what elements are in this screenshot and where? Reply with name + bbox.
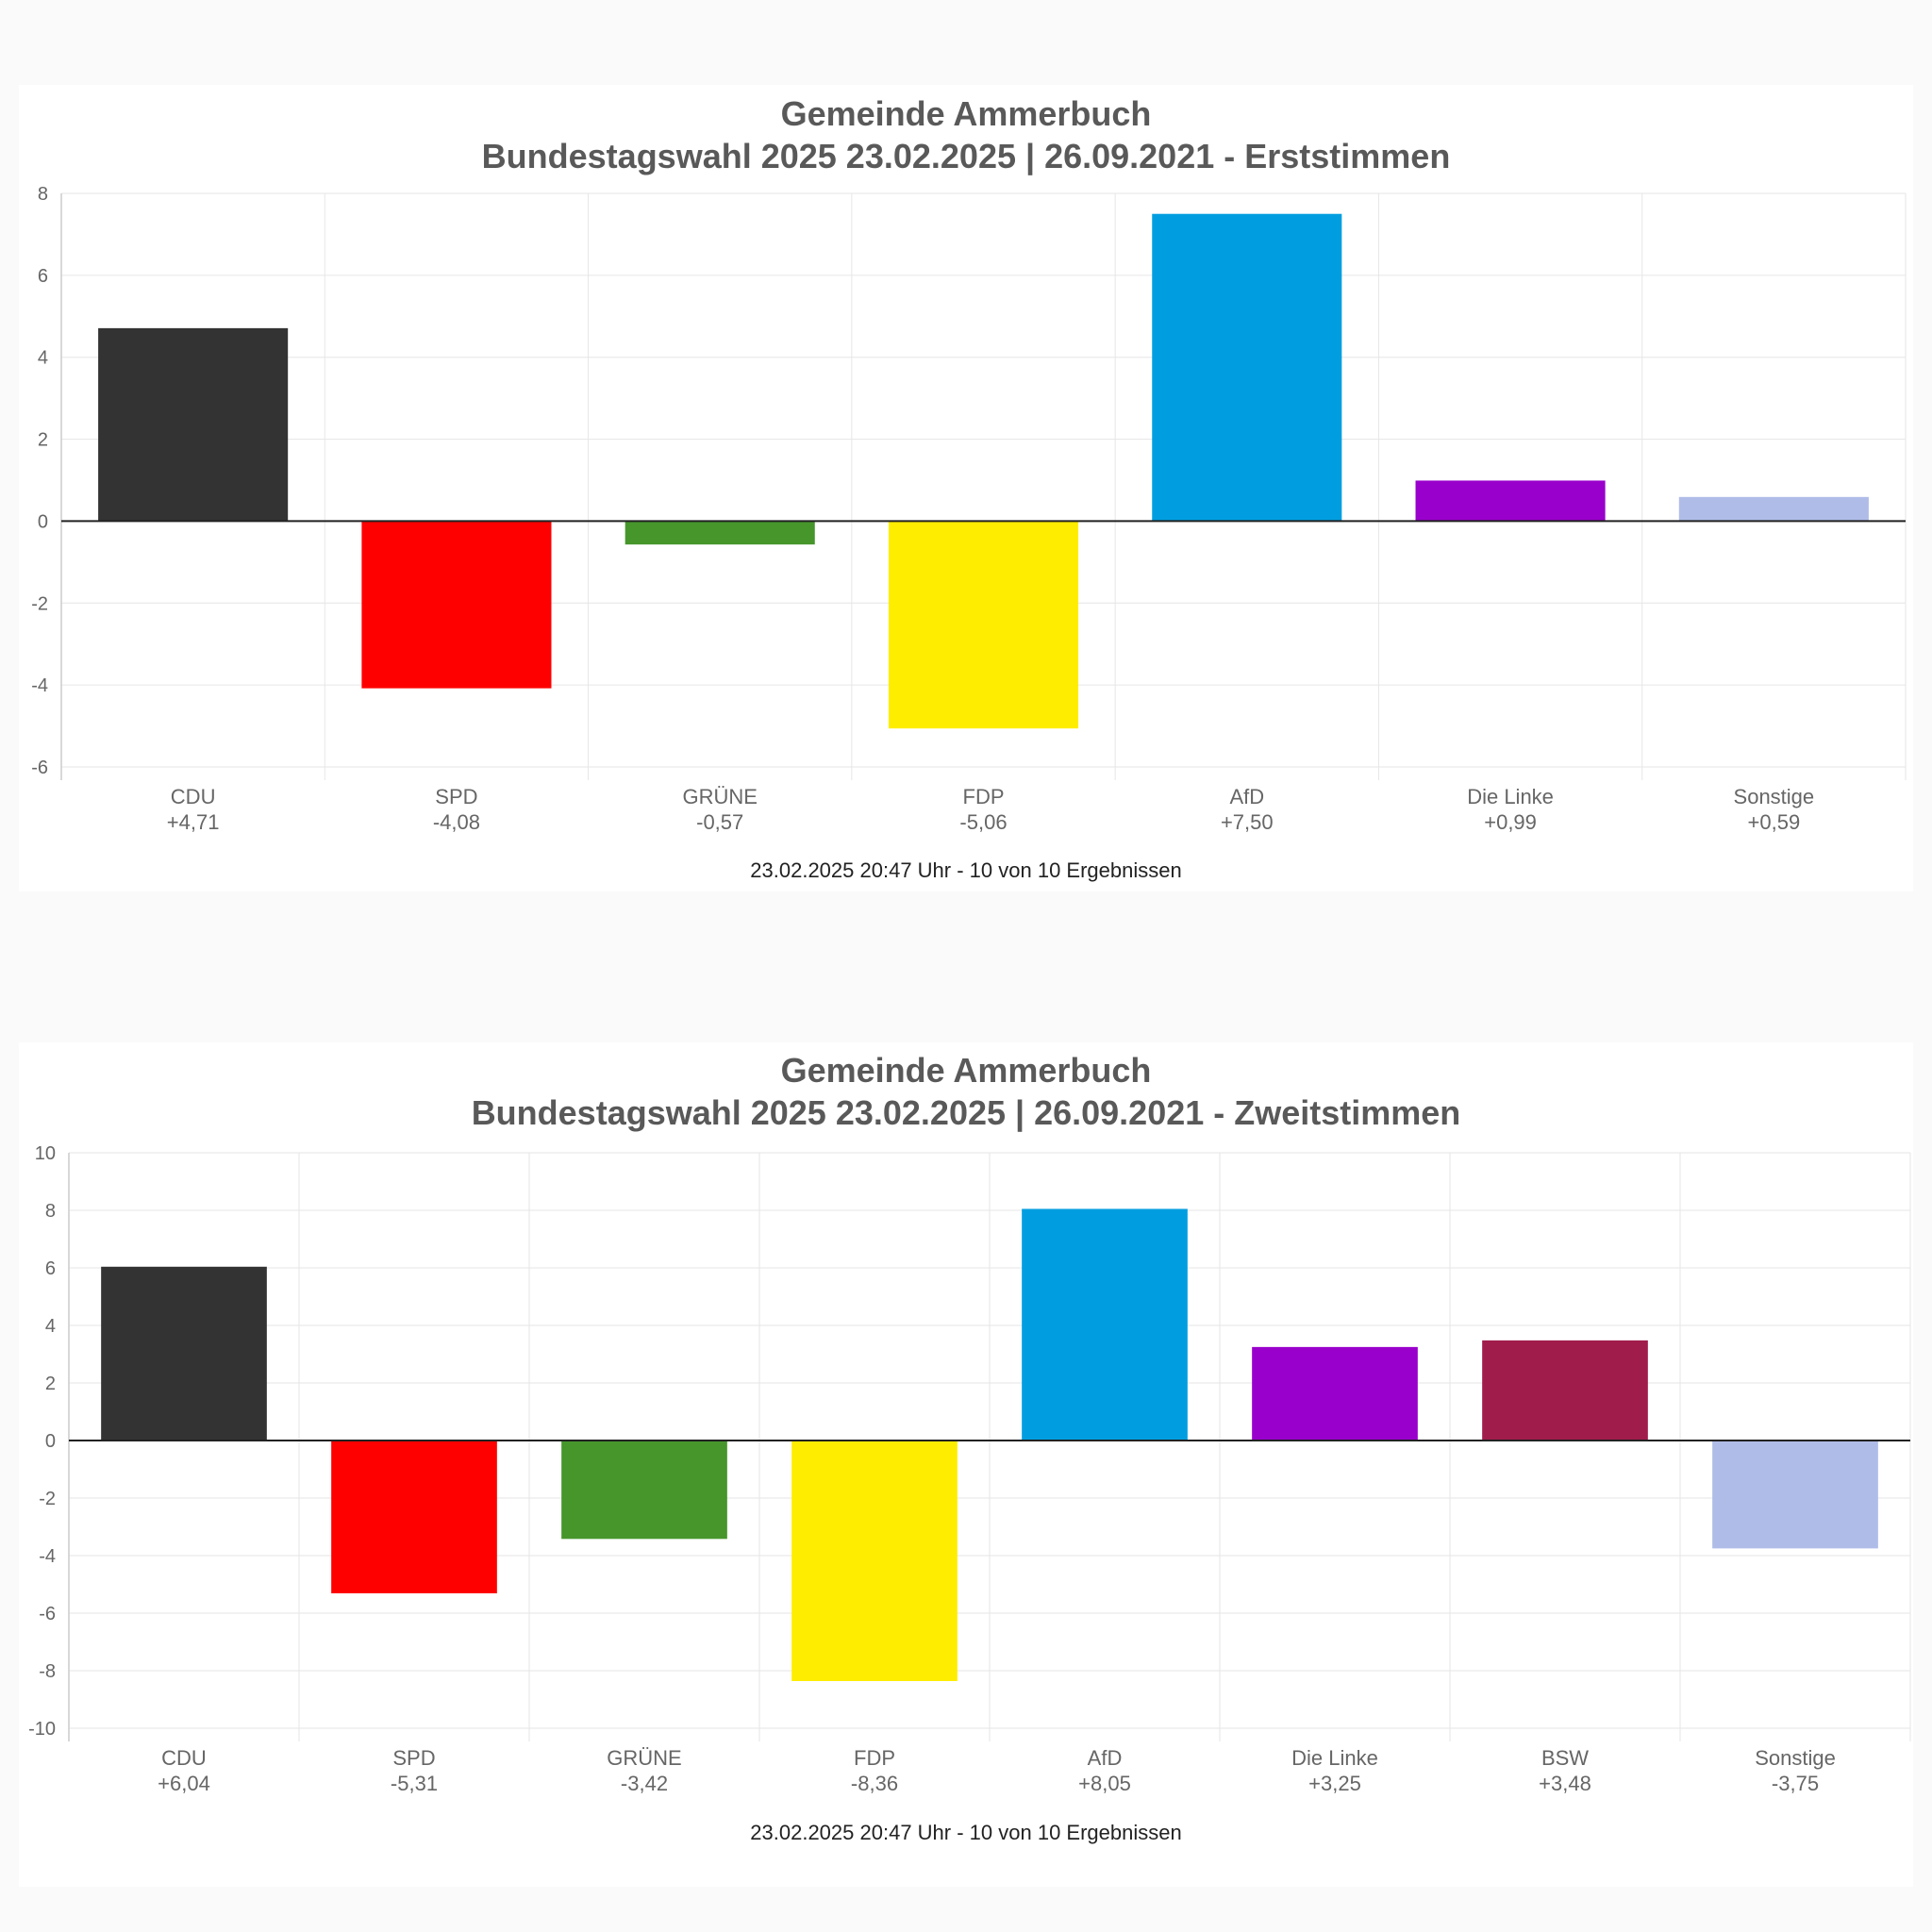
chart-title: Gemeinde Ammerbuch Bundestagswahl 2025 2… [19,92,1913,177]
y-tick-label: -6 [39,1604,56,1624]
y-tick-label: 2 [45,1374,56,1394]
chart-title-line-1: Gemeinde Ammerbuch [780,94,1152,133]
chart-footer: 23.02.2025 20:47 Uhr - 10 von 10 Ergebni… [750,858,1182,882]
bar-sonstige [1678,496,1869,522]
chart-footer: 23.02.2025 20:47 Uhr - 10 von 10 Ergebni… [750,1821,1182,1844]
y-tick-label: -4 [39,1546,56,1567]
x-category-label: Die Linke [1467,785,1554,808]
bar-chart-zweitstimmen: 1086420-2-4-6-8-10CDU+6,04SPD-5,31GRÜNE-… [28,1143,1911,1795]
y-tick-label: 8 [38,184,48,205]
y-tick-label: -10 [28,1719,56,1740]
x-value-label: +4,71 [167,810,220,834]
x-value-label: +0,99 [1484,810,1537,834]
bar-die-linke [1252,1346,1418,1441]
y-tick-label: 4 [45,1316,56,1337]
bar-gr-ne [561,1441,727,1540]
bar-sonstige [1712,1441,1878,1549]
x-value-label: -8,36 [851,1772,898,1795]
y-tick-label: 6 [45,1258,56,1279]
y-tick-label: -6 [31,758,48,778]
x-category-label: AfD [1229,785,1264,808]
y-tick-label: 4 [38,348,48,369]
x-value-label: +3,48 [1539,1772,1591,1795]
bar-fdp [888,521,1079,729]
y-tick-label: -4 [31,675,48,696]
bar-chart-erststimmen: 8 6 4 2 0 -2 -4 -6 CDU+4,71 SPD-4,08 GRÜNE-0,57 FDP… [31,184,1907,834]
x-value-label: +3,25 [1308,1772,1361,1795]
x-value-label: -5,31 [391,1772,438,1795]
x-category-label: BSW [1541,1746,1589,1770]
chart-title-line-2: Bundestagswahl 2025 23.02.2025 | 26.09.2… [481,137,1451,175]
chart-title-line-1: Gemeinde Ammerbuch [780,1051,1152,1090]
x-category-label: Die Linke [1291,1746,1378,1770]
chart-title-line-2: Bundestagswahl 2025 23.02.2025 | 26.09.2… [471,1093,1461,1132]
x-value-label: +0,59 [1748,810,1801,834]
bar-cdu [98,327,289,522]
x-value-label: +6,04 [158,1772,210,1795]
x-category-label: SPD [435,785,477,808]
x-category-label: FDP [963,785,1005,808]
bar-afd [1022,1208,1188,1441]
bar-spd [331,1441,497,1593]
bar-afd [1152,213,1342,522]
y-tick-label: 2 [38,430,48,451]
x-value-label: -5,06 [959,810,1007,834]
chart-panel-zweitstimmen: Gemeinde Ammerbuch Bundestagswahl 2025 2… [19,1042,1913,1887]
bar-gr-ne [625,521,815,545]
x-category-label: GRÜNE [682,785,757,808]
y-tick-label: 0 [38,511,48,532]
x-category-label: FDP [854,1746,895,1770]
x-category-label: SPD [392,1746,435,1770]
x-category-label: AfD [1088,1746,1123,1770]
y-tick-label: -2 [39,1489,56,1509]
x-category-label: GRÜNE [607,1746,681,1770]
bar-fdp [791,1441,958,1681]
bar-cdu [101,1266,267,1441]
bar-die-linke [1415,480,1606,522]
x-category-label: Sonstige [1734,785,1815,808]
y-tick-label: -2 [31,593,48,614]
x-value-label: -4,08 [433,810,480,834]
x-category-label: CDU [161,1746,207,1770]
x-value-label: -0,57 [696,810,743,834]
bar-bsw [1482,1340,1648,1441]
x-category-label: Sonstige [1755,1746,1836,1770]
y-tick-label: 10 [35,1143,56,1164]
x-category-label: CDU [171,785,216,808]
chart-panel-erststimmen: Gemeinde Ammerbuch Bundestagswahl 2025 2… [19,85,1913,891]
y-tick-label: 6 [38,266,48,287]
x-value-label: -3,75 [1772,1772,1819,1795]
x-value-label: -3,42 [621,1772,668,1795]
y-tick-label: -8 [39,1661,56,1682]
x-value-label: +8,05 [1078,1772,1131,1795]
y-tick-label: 8 [45,1201,56,1222]
x-value-label: +7,50 [1221,810,1274,834]
y-tick-label: 0 [45,1431,56,1452]
bar-spd [361,521,552,689]
chart-title: Gemeinde Ammerbuch Bundestagswahl 2025 2… [19,1049,1913,1134]
